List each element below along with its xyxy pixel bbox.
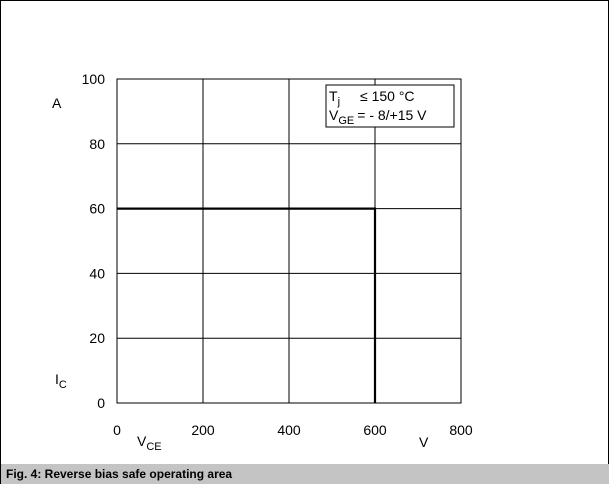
x-tick-label: 0: [113, 422, 121, 438]
x-axis-label: VCE: [137, 433, 162, 453]
legend-line-1: Tj ≤ 150 °C: [329, 88, 415, 108]
y-tick-label: 80: [89, 136, 105, 152]
legend-line-2: VGE = - 8/+15 V: [329, 107, 427, 127]
plot-border: [116, 78, 462, 404]
y-tick-label: 40: [89, 265, 105, 281]
x-tick-label: 600: [363, 422, 387, 438]
x-tick-label: 200: [191, 422, 215, 438]
y-tick-label: 60: [89, 201, 105, 217]
figure-caption-bar: Fig. 4: Reverse bias safe operating area: [1, 464, 609, 484]
legend-box: [325, 84, 455, 128]
y-axis-unit: A: [52, 95, 62, 111]
y-tick-label: 0: [97, 395, 105, 411]
y-tick-label: 20: [89, 330, 105, 346]
y-axis-label: IC: [55, 371, 67, 391]
x-tick-label: 800: [449, 422, 473, 438]
figure-caption: Fig. 4: Reverse bias safe operating area: [6, 467, 233, 481]
x-axis-unit: V: [419, 434, 429, 450]
y-tick-label: 100: [82, 71, 106, 87]
x-tick-label: 400: [277, 422, 301, 438]
rbsoa-boundary-line: [117, 207, 377, 403]
